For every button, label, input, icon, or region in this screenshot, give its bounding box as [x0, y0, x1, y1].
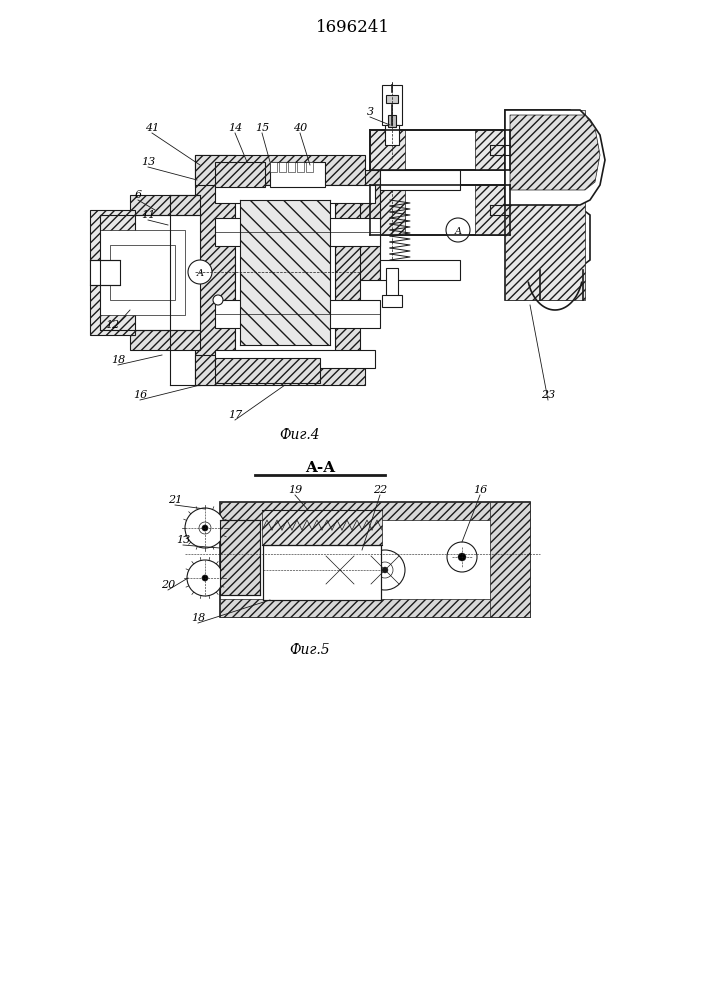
Bar: [505, 110, 585, 300]
Bar: [270, 162, 277, 172]
Bar: [475, 130, 510, 170]
Bar: [100, 230, 185, 315]
Text: A: A: [197, 268, 204, 277]
Polygon shape: [370, 130, 510, 170]
Bar: [195, 155, 365, 185]
Bar: [370, 130, 405, 170]
Bar: [388, 115, 396, 127]
Bar: [220, 599, 530, 617]
Bar: [220, 502, 530, 520]
Bar: [90, 260, 120, 285]
Bar: [130, 195, 200, 255]
Text: 20: 20: [161, 580, 175, 590]
Text: 21: 21: [168, 495, 182, 505]
Text: 16: 16: [473, 485, 487, 495]
Bar: [382, 85, 402, 125]
Bar: [335, 185, 360, 355]
Bar: [262, 510, 382, 545]
Circle shape: [187, 560, 223, 596]
Polygon shape: [370, 185, 510, 235]
Text: 19: 19: [288, 485, 302, 495]
Bar: [355, 170, 380, 280]
Circle shape: [377, 562, 393, 578]
Polygon shape: [505, 110, 605, 205]
Text: Фиг.5: Фиг.5: [290, 643, 330, 657]
Bar: [215, 218, 380, 246]
Bar: [220, 520, 260, 595]
Text: A-A: A-A: [305, 461, 335, 475]
Circle shape: [365, 550, 405, 590]
Bar: [215, 300, 380, 328]
Bar: [263, 545, 381, 600]
Text: 6: 6: [134, 190, 141, 200]
Circle shape: [447, 542, 477, 572]
Text: 18: 18: [111, 355, 125, 365]
Circle shape: [458, 553, 466, 561]
Bar: [215, 162, 265, 187]
Circle shape: [320, 550, 360, 590]
Bar: [380, 260, 460, 280]
Text: 13: 13: [141, 157, 155, 167]
Bar: [370, 185, 405, 235]
Text: 22: 22: [373, 485, 387, 495]
Circle shape: [202, 575, 208, 581]
Text: 23: 23: [541, 390, 555, 400]
Text: 41: 41: [145, 123, 159, 133]
Text: 40: 40: [293, 123, 307, 133]
Circle shape: [199, 522, 211, 534]
Text: 18: 18: [191, 613, 205, 623]
Bar: [90, 210, 135, 335]
Text: 17: 17: [228, 410, 242, 420]
Bar: [215, 185, 375, 203]
Text: 1696241: 1696241: [316, 19, 390, 36]
Bar: [240, 200, 330, 345]
Polygon shape: [510, 115, 600, 190]
Bar: [235, 185, 335, 355]
Circle shape: [202, 525, 208, 531]
Circle shape: [185, 508, 225, 548]
Circle shape: [332, 562, 348, 578]
Text: 14: 14: [228, 123, 242, 133]
Text: Фиг.4: Фиг.4: [280, 428, 320, 442]
Bar: [380, 170, 460, 190]
Circle shape: [382, 567, 388, 573]
Bar: [385, 125, 399, 145]
Bar: [382, 295, 402, 307]
Text: 12: 12: [105, 320, 119, 330]
Bar: [195, 155, 235, 385]
Circle shape: [446, 218, 470, 242]
Circle shape: [213, 295, 223, 305]
Bar: [100, 215, 200, 330]
Bar: [475, 185, 510, 235]
Text: 11: 11: [141, 210, 155, 220]
Text: 3: 3: [366, 107, 373, 117]
Bar: [386, 268, 398, 298]
Bar: [297, 162, 304, 172]
Bar: [386, 95, 398, 103]
Circle shape: [337, 567, 343, 573]
Bar: [215, 358, 320, 383]
Polygon shape: [505, 110, 590, 300]
Bar: [279, 162, 286, 172]
Text: 16: 16: [133, 390, 147, 400]
Text: A: A: [455, 227, 462, 235]
Bar: [306, 162, 313, 172]
Bar: [288, 162, 295, 172]
Bar: [220, 502, 530, 617]
Text: 15: 15: [255, 123, 269, 133]
Bar: [130, 290, 200, 350]
Bar: [490, 502, 530, 617]
Bar: [110, 245, 175, 300]
Circle shape: [188, 260, 212, 284]
Text: 13: 13: [176, 535, 190, 545]
Bar: [270, 162, 325, 187]
Bar: [195, 355, 365, 385]
Bar: [215, 350, 375, 368]
